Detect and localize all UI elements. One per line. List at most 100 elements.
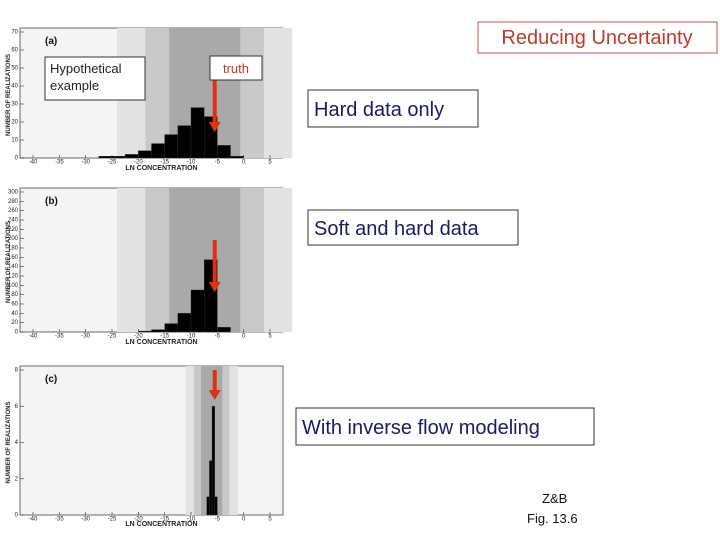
x-tick-label: -10 (187, 517, 196, 523)
x-tick-label: -20 (134, 160, 143, 166)
histogram-bar (190, 107, 205, 159)
panel-label: (c) (45, 374, 57, 385)
truth-arrow-head (208, 390, 221, 400)
slide-title: Reducing Uncertainty (501, 27, 692, 49)
x-tick-label: -10 (187, 160, 196, 166)
truth-arrow-head (208, 282, 221, 292)
x-tick-label: 0 (242, 160, 246, 166)
y-tick-label: 300 (8, 190, 19, 196)
histogram-bar (190, 289, 205, 333)
y-tick-label: 20 (11, 120, 18, 126)
y-tick-label: 0 (15, 156, 19, 162)
y-tick-label: 40 (11, 311, 18, 317)
x-tick-label: -5 (215, 517, 221, 523)
histogram-bar (230, 155, 244, 159)
y-tick-label: 180 (8, 246, 19, 252)
histogram-bar (111, 155, 126, 159)
y-tick-label: 140 (8, 264, 19, 270)
y-axis-label: NUMBER OF REALIZATIONS (6, 221, 12, 303)
y-tick-label: 200 (8, 236, 19, 242)
callout-box (307, 89, 479, 128)
example-box (44, 56, 146, 101)
y-tick-label: 30 (11, 102, 18, 108)
panel-label: (b) (45, 196, 58, 207)
histogram-bar (151, 143, 165, 159)
y-tick-label: 10 (11, 138, 18, 144)
y-tick-label: 120 (8, 274, 19, 280)
plot-frame (19, 365, 284, 516)
annotation: truth (223, 61, 249, 76)
x-axis-label: LN CONCENTRATION (125, 165, 197, 172)
x-tick-label: -5 (215, 160, 221, 166)
x-tick-label: 0 (242, 334, 246, 340)
x-tick-label: -20 (134, 517, 143, 523)
y-tick-label: 240 (8, 218, 19, 224)
x-tick-label: -40 (29, 160, 38, 166)
x-tick-label: -15 (160, 517, 169, 523)
callout: Hard data only (314, 99, 444, 121)
annotation-box (209, 55, 263, 81)
shaded-band (201, 366, 223, 515)
histogram-bar (217, 327, 231, 333)
source: Z&B (542, 491, 567, 506)
x-tick-label: -40 (29, 517, 38, 523)
histogram-bar (124, 154, 139, 159)
x-tick-label: -25 (108, 160, 117, 166)
x-tick-label: 5 (268, 517, 272, 523)
x-tick-label: -30 (81, 160, 90, 166)
x-tick-label: -15 (160, 160, 169, 166)
y-tick-label: 260 (8, 208, 19, 214)
histogram-bar (98, 155, 113, 159)
y-tick-label: 20 (11, 320, 18, 326)
histogram-bar (209, 460, 213, 516)
y-axis-label: NUMBER OF REALIZATIONS (6, 54, 12, 136)
histogram-bar (138, 150, 152, 159)
y-tick-label: 4 (15, 440, 19, 446)
x-axis-label: LN CONCENTRATION (125, 521, 197, 528)
y-tick-label: 6 (15, 404, 19, 410)
y-tick-label: 0 (15, 330, 19, 336)
callout: With inverse flow modeling (302, 417, 540, 439)
histogram-bar (206, 496, 210, 516)
x-tick-label: -40 (29, 334, 38, 340)
y-tick-label: 100 (8, 283, 19, 289)
x-tick-label: 5 (268, 160, 272, 166)
x-tick-label: -35 (55, 160, 64, 166)
source: Fig. 13.6 (527, 511, 578, 526)
x-tick-label: -20 (134, 334, 143, 340)
histogram-bar (151, 329, 165, 333)
x-tick-label: -30 (81, 517, 90, 523)
panel-label: (a) (45, 36, 57, 47)
x-tick-label: -30 (81, 334, 90, 340)
x-tick-label: -15 (160, 334, 169, 340)
x-tick-label: 5 (268, 334, 272, 340)
callout-box (307, 209, 519, 246)
y-tick-label: 50 (11, 66, 18, 72)
y-tick-label: 80 (11, 292, 18, 298)
histogram-bar (164, 134, 179, 159)
x-tick-label: -5 (215, 334, 221, 340)
histogram-bar (214, 496, 218, 516)
x-tick-label: -25 (108, 517, 117, 523)
y-tick-label: 70 (11, 30, 18, 36)
y-tick-label: 8 (15, 368, 19, 374)
title-box (477, 21, 718, 54)
x-tick-label: -10 (187, 334, 196, 340)
example-label: Hypothetical example (50, 61, 122, 93)
y-axis-label: NUMBER OF REALIZATIONS (6, 402, 12, 484)
y-tick-label: 160 (8, 255, 19, 261)
histogram-bar (177, 313, 192, 333)
histogram-bar (164, 323, 179, 333)
y-tick-label: 280 (8, 199, 19, 205)
histogram-bar (211, 406, 215, 516)
histogram-bar (177, 125, 192, 159)
x-tick-label: 0 (242, 517, 246, 523)
y-tick-label: 220 (8, 227, 19, 233)
callout: Soft and hard data (314, 218, 479, 240)
y-tick-label: 40 (11, 84, 18, 90)
y-tick-label: 2 (15, 476, 19, 482)
callout-box (295, 407, 595, 446)
y-tick-label: 0 (15, 513, 19, 519)
histogram-bar (217, 145, 231, 159)
